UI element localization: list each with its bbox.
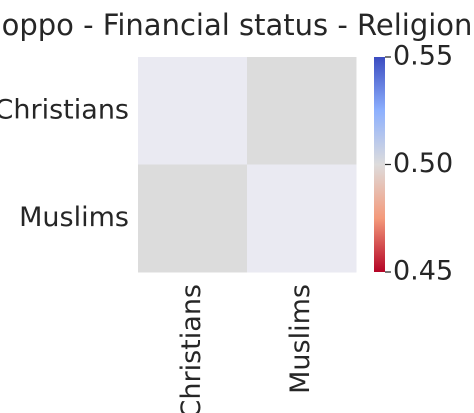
colorbar-tick-label: 0.55 bbox=[393, 41, 453, 72]
colorbar-ticks: 0.55 0.50 0.45 bbox=[385, 41, 453, 287]
colorbar-tick-label: 0.50 bbox=[393, 148, 453, 179]
column-labels: Christians Muslims bbox=[176, 284, 316, 413]
row-label-christians: Christians bbox=[0, 94, 129, 125]
column-label-muslims: Muslims bbox=[285, 284, 316, 394]
chart-title: oppo - Financial status - Religion bbox=[2, 8, 473, 42]
heatmap-cell-christians-christians bbox=[138, 57, 248, 165]
row-label-muslims: Muslims bbox=[19, 202, 129, 233]
heatmap-cells bbox=[138, 57, 357, 273]
heatmap-cell-christians-muslims bbox=[247, 57, 357, 165]
row-labels: Christians Muslims bbox=[0, 94, 129, 233]
heatmap-cell-muslims-muslims bbox=[247, 165, 357, 273]
column-label-christians: Christians bbox=[176, 284, 207, 413]
heatmap-cell-muslims-christians bbox=[138, 165, 248, 273]
colorbar-tick-label: 0.45 bbox=[393, 256, 453, 287]
colorbar bbox=[374, 57, 385, 272]
